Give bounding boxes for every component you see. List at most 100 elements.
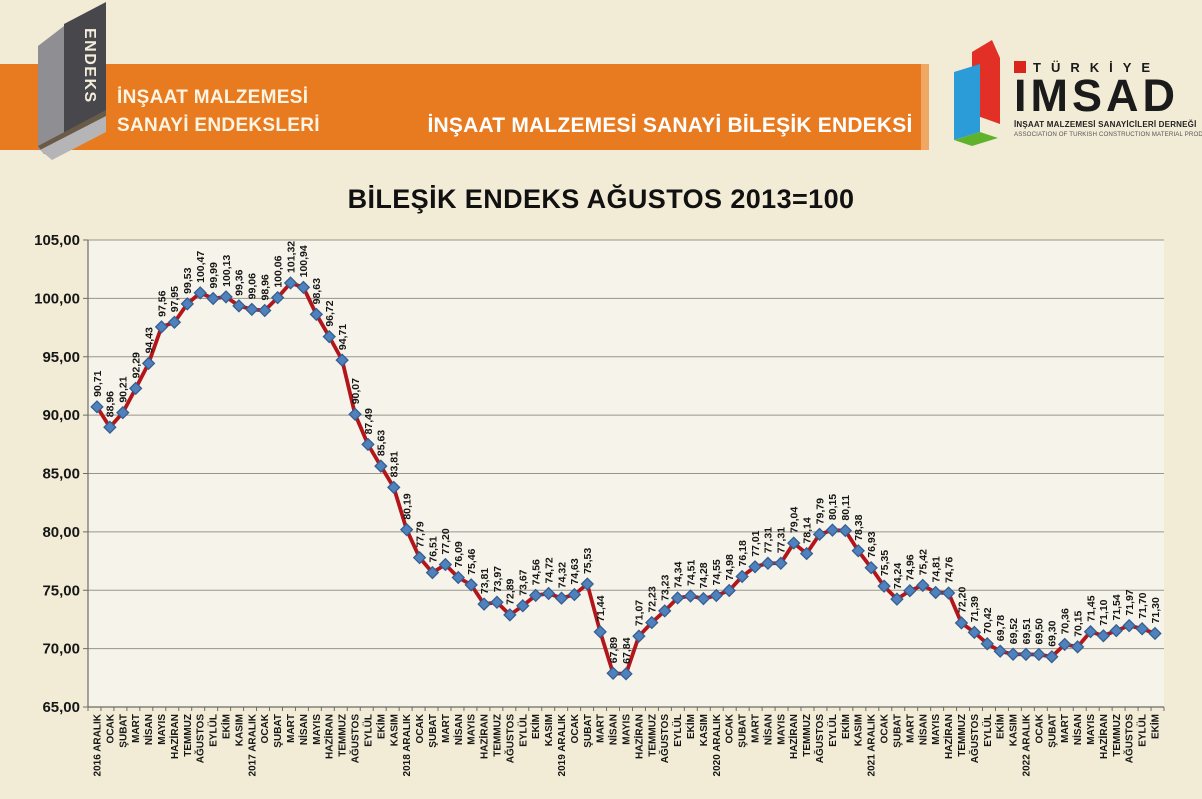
data-point-marker: [864, 560, 878, 575]
imsad-icon-green-shape: [954, 132, 998, 146]
data-point-marker: [541, 586, 556, 601]
x-axis-label: TEMMUZ: [802, 714, 813, 757]
data-point-label: 71,39: [969, 596, 981, 622]
data-point-label: 92,29: [131, 352, 143, 378]
x-axis-label: TEMMUZ: [647, 714, 658, 757]
data-point-label: 75,46: [466, 548, 478, 574]
data-point-marker: [1083, 624, 1098, 639]
data-point-label: 73,67: [518, 569, 530, 595]
x-axis-label: AĞUSTOS: [813, 714, 826, 764]
data-point-label: 69,78: [995, 615, 1007, 641]
data-point-marker: [90, 400, 104, 414]
data-point-marker: [245, 302, 259, 317]
data-point-marker: [696, 591, 711, 606]
x-axis-label: ŞUBAT: [583, 714, 594, 748]
x-axis-label: MART: [751, 714, 762, 743]
x-axis-label: MART: [1060, 714, 1071, 743]
x-axis-label: MART: [905, 714, 916, 743]
data-point-marker: [670, 591, 685, 605]
x-axis-label: KASIM: [854, 714, 865, 746]
data-point-label: 74,96: [905, 554, 917, 580]
x-axis-label: MAYIS: [776, 714, 787, 745]
data-point-label: 76,93: [866, 531, 878, 557]
data-point-marker: [528, 588, 543, 603]
endeks-logo-light-wedge: [40, 116, 106, 160]
imsad-logo-text-block: TÜRKİYE IMSAD İNŞAAT MALZEMESİ SANAYİCİL…: [1014, 60, 1202, 138]
data-point-marker: [657, 604, 672, 618]
x-axis-label: KASIM: [1009, 714, 1020, 746]
data-point-marker: [683, 589, 698, 603]
x-axis-label: EKİM: [839, 714, 852, 739]
data-point-marker: [890, 592, 904, 606]
data-point-marker: [141, 356, 156, 371]
y-axis-label: 65,00: [42, 699, 80, 716]
x-axis-label: ŞUBAT: [892, 714, 903, 748]
data-point-marker: [593, 625, 607, 639]
data-point-marker: [399, 522, 414, 537]
x-axis-label: EKİM: [374, 714, 387, 739]
x-axis-label: 2019 ARALIK: [557, 713, 568, 776]
data-point-marker: [283, 276, 298, 290]
data-point-label: 71,97: [1124, 589, 1136, 615]
x-axis-label: OCAK: [1034, 713, 1045, 743]
banner-left-title-line1: İNŞAAT MALZEMESİ: [117, 87, 309, 108]
x-axis-label: ŞUBAT: [1047, 714, 1058, 748]
data-point-label: 99,99: [208, 262, 220, 288]
x-axis-label: MAYIS: [1086, 714, 1097, 745]
data-point-marker: [167, 315, 182, 330]
x-axis-label: HAZİRAN: [787, 714, 800, 759]
x-axis-label: AĞUSTOS: [194, 714, 207, 764]
data-point-label: 67,84: [621, 637, 633, 663]
x-axis-label: MART: [596, 714, 607, 743]
data-point-marker: [645, 615, 659, 630]
data-point-label: 85,63: [376, 430, 388, 456]
data-point-label: 72,23: [647, 586, 659, 612]
data-point-marker: [967, 625, 982, 640]
x-axis-label: TEMMUZ: [1112, 714, 1123, 757]
banner-left-title-line2: SANAYİ ENDEKSLERİ: [117, 115, 320, 136]
data-point-label: 71,07: [634, 600, 646, 626]
data-point-marker: [1057, 637, 1072, 652]
x-axis-label: 2018 ARALIK: [402, 713, 413, 776]
data-point-label: 88,96: [105, 391, 117, 417]
data-point-marker: [270, 290, 285, 305]
data-point-marker: [387, 480, 401, 495]
x-axis-label: EKİM: [684, 714, 697, 739]
data-point-label: 71,30: [1150, 597, 1162, 623]
data-point-marker: [154, 320, 169, 334]
data-point-label: 80,11: [840, 495, 852, 521]
data-point-label: 77,31: [776, 527, 788, 553]
x-axis-label: 2022 ARALIK: [1021, 713, 1032, 776]
data-point-label: 76,09: [453, 541, 465, 567]
data-point-marker: [903, 583, 917, 598]
data-point-label: 72,20: [956, 587, 968, 613]
x-axis-label: NİSAN: [452, 714, 465, 745]
data-point-label: 87,49: [363, 408, 375, 434]
data-point-label: 79,79: [814, 498, 826, 524]
data-point-label: 90,21: [118, 376, 130, 402]
data-point-label: 71,10: [1098, 599, 1110, 625]
data-point-marker: [748, 560, 762, 574]
data-point-label: 69,50: [1034, 618, 1046, 644]
x-axis-label: 2016 ARALIK: [93, 713, 104, 776]
data-point-label: 75,42: [918, 549, 930, 575]
data-point-label: 69,30: [1047, 620, 1059, 646]
data-point-marker: [877, 579, 891, 593]
x-axis-label: HAZİRAN: [168, 714, 181, 759]
data-point-marker: [812, 527, 827, 542]
data-point-label: 98,96: [260, 274, 272, 300]
data-point-label: 71,45: [1085, 595, 1097, 621]
x-axis-label: EYLÜL: [1136, 714, 1149, 747]
imsad-logo-icon: [954, 40, 1000, 146]
data-point-label: 99,06: [247, 273, 259, 299]
x-axis-label: HAZİRAN: [1097, 714, 1110, 759]
x-axis-label: NİSAN: [297, 714, 310, 745]
data-point-marker: [580, 577, 595, 591]
x-axis-label: EYLÜL: [981, 714, 994, 747]
data-point-label: 73,97: [492, 566, 504, 592]
data-point-marker: [799, 546, 814, 561]
x-axis-label: OCAK: [880, 713, 891, 743]
x-axis-label: MART: [286, 714, 297, 743]
data-point-label: 74,81: [930, 556, 942, 582]
data-point-label: 71,70: [1137, 592, 1149, 618]
